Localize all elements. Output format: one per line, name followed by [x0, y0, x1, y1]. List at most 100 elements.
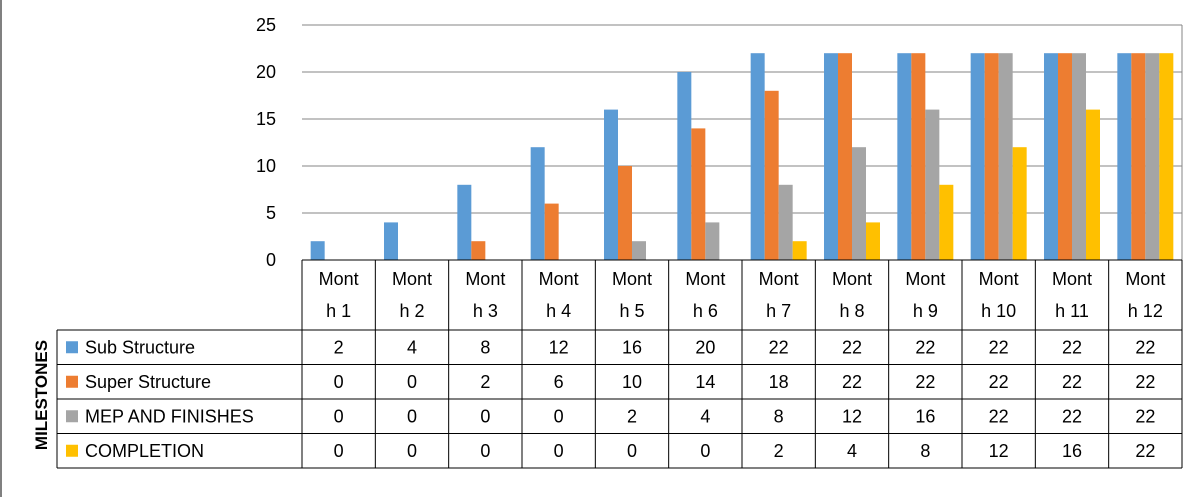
bar — [1117, 53, 1132, 261]
table-cell-value: 0 — [480, 406, 490, 426]
x-tick-label: h 7 — [766, 301, 791, 321]
x-tick-label: Mont — [979, 269, 1019, 289]
x-tick-label: Mont — [539, 269, 579, 289]
bar — [384, 222, 398, 260]
bar — [1145, 53, 1160, 261]
bar — [998, 53, 1013, 261]
y-tick-label: 25 — [256, 15, 276, 35]
y-axis-title: MILESTONES — [32, 340, 51, 450]
x-tick-label: Mont — [905, 269, 945, 289]
x-tick-label: Mont — [1125, 269, 1165, 289]
x-tick-label: Mont — [685, 269, 725, 289]
table-cell-value: 16 — [622, 337, 642, 357]
bar — [925, 109, 940, 260]
bar — [838, 53, 852, 261]
table-cell-value: 22 — [1135, 372, 1155, 392]
legend-label: MEP AND FINISHES — [85, 406, 254, 426]
table-cell-value: 0 — [480, 441, 490, 461]
bar — [824, 53, 838, 261]
bar — [457, 184, 472, 260]
legend-label: Super Structure — [85, 372, 211, 392]
table-cell-value: 4 — [847, 441, 857, 461]
x-tick-label: Mont — [392, 269, 432, 289]
table-cell-value: 22 — [1135, 441, 1155, 461]
x-tick-label: Mont — [1052, 269, 1092, 289]
bar — [471, 241, 486, 260]
bar — [970, 53, 985, 261]
x-tick-label: h 8 — [839, 301, 864, 321]
x-tick-label: Mont — [319, 269, 359, 289]
legend-label: Sub Structure — [85, 337, 195, 357]
bar — [677, 72, 692, 260]
table-cell-value: 22 — [1135, 337, 1155, 357]
table-cell-value: 22 — [915, 337, 935, 357]
bar — [852, 147, 866, 260]
table-cell-value: 0 — [407, 441, 417, 461]
y-tick-label: 20 — [256, 62, 276, 82]
bar — [866, 222, 880, 260]
table-cell-value: 14 — [695, 372, 715, 392]
bar — [705, 222, 720, 260]
table-cell-value: 2 — [480, 372, 490, 392]
y-tick-label: 15 — [256, 109, 276, 129]
legend-swatch — [66, 410, 78, 423]
table-cell-value: 0 — [334, 372, 344, 392]
legend-swatch — [66, 375, 78, 388]
x-tick-label: h 3 — [473, 301, 498, 321]
table-cell-value: 2 — [627, 406, 637, 426]
bar — [1159, 53, 1174, 261]
bar — [1072, 53, 1086, 261]
x-tick-label: h 11 — [1055, 301, 1089, 321]
x-tick-label: h 5 — [619, 301, 644, 321]
bar — [1058, 53, 1072, 261]
y-tick-label: 10 — [256, 156, 276, 176]
table-cell-value: 0 — [627, 441, 637, 461]
table-cell-value: 8 — [920, 441, 930, 461]
bar — [897, 53, 912, 261]
table-cell-value: 0 — [407, 372, 417, 392]
bar — [939, 184, 954, 260]
legend-swatch — [66, 444, 78, 457]
table-cell-value: 18 — [769, 372, 789, 392]
table-cell-value: 22 — [1062, 406, 1082, 426]
bar — [530, 147, 545, 260]
legend-label: COMPLETION — [85, 441, 204, 461]
x-tick-label: h 1 — [326, 301, 351, 321]
table-cell-value: 22 — [989, 372, 1009, 392]
table-cell-value: 22 — [842, 337, 862, 357]
y-tick-label: 0 — [266, 250, 276, 270]
bar — [544, 203, 559, 260]
table-cell-value: 12 — [842, 406, 862, 426]
bar — [778, 184, 793, 260]
x-tick-label: Mont — [759, 269, 799, 289]
bar — [1086, 109, 1100, 260]
table-cell-value: 4 — [407, 337, 417, 357]
table-cell-value: 16 — [915, 406, 935, 426]
x-tick-label: Mont — [612, 269, 652, 289]
bar — [750, 53, 765, 261]
table-cell-value: 22 — [989, 337, 1009, 357]
table-cell-value: 22 — [989, 406, 1009, 426]
table-cell-value: 0 — [700, 441, 710, 461]
y-tick-label: 5 — [266, 203, 276, 223]
table-cell-value: 2 — [334, 337, 344, 357]
x-tick-label: Mont — [465, 269, 505, 289]
bar — [632, 241, 646, 260]
bar — [604, 109, 618, 260]
bar — [310, 241, 325, 260]
table-cell-value: 0 — [334, 406, 344, 426]
x-tick-label: h 12 — [1128, 301, 1163, 321]
legend-swatch — [66, 341, 78, 354]
bar — [764, 90, 779, 260]
x-tick-label: h 6 — [693, 301, 718, 321]
table-cell-value: 22 — [842, 372, 862, 392]
x-tick-label: h 4 — [546, 301, 571, 321]
bar — [1044, 53, 1058, 261]
table-cell-value: 22 — [915, 372, 935, 392]
table-cell-value: 20 — [695, 337, 715, 357]
bar — [792, 241, 807, 260]
table-cell-value: 0 — [554, 441, 564, 461]
x-tick-label: h 10 — [981, 301, 1016, 321]
